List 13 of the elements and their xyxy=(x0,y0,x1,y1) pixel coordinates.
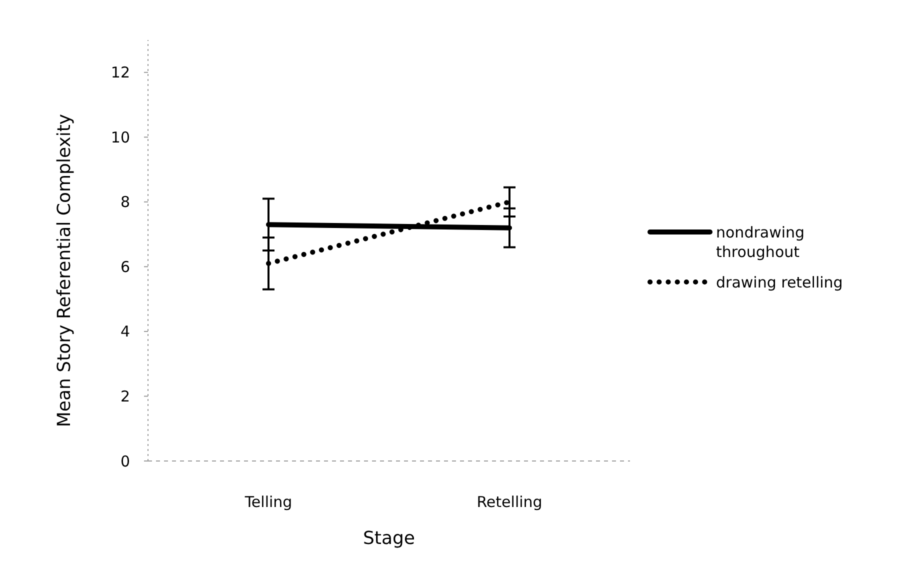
x-axis-title: Stage xyxy=(362,528,416,549)
y-tick-label: 4 xyxy=(120,322,130,341)
x-tick-label: Retelling xyxy=(476,493,542,511)
y-tick-label: 12 xyxy=(110,64,130,82)
y-tick-label: 8 xyxy=(120,193,130,212)
y-tick-label: 10 xyxy=(110,128,130,146)
legend-label: nondrawing throughout xyxy=(716,223,805,261)
y-tick-label: 2 xyxy=(120,387,130,406)
legend-label: drawing retelling xyxy=(716,273,843,292)
y-tick-label: 6 xyxy=(120,258,130,276)
y-tick-label: 0 xyxy=(120,452,130,470)
x-tick-label: Telling xyxy=(244,493,292,511)
y-axis-title: Mean Story Referential Complexity xyxy=(54,114,75,428)
